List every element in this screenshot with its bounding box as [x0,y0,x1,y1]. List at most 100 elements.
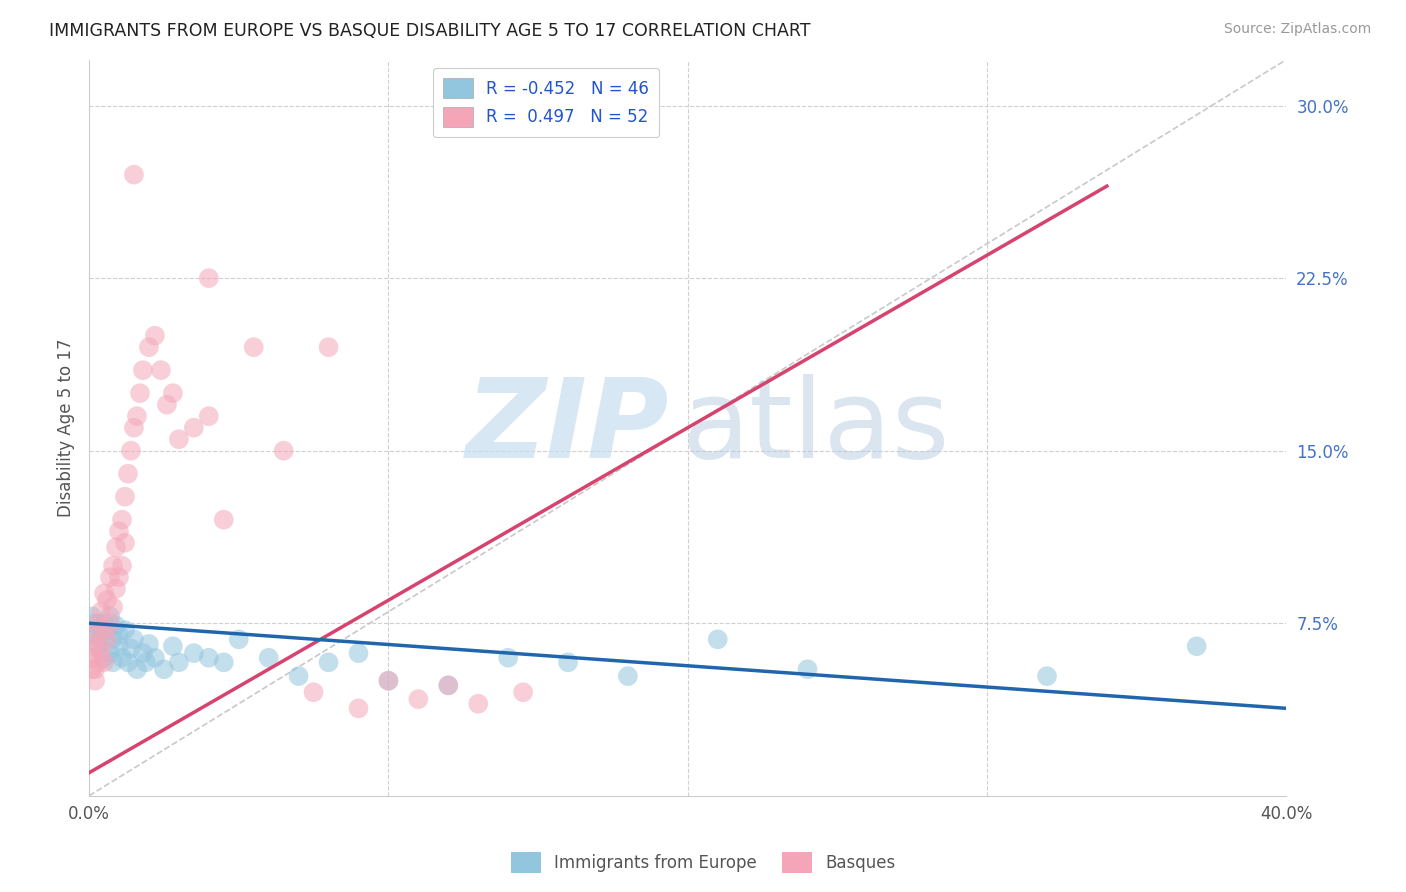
Point [143,650,166,665]
Point [167,656,190,670]
Point [84,628,107,642]
Point [114,490,136,504]
Point [80,639,103,653]
Point [111,650,134,665]
Point [105,541,128,555]
Point [122,168,145,182]
Point [101,656,124,670]
Point [84,662,107,676]
Point [512,685,534,699]
Point [156,398,179,412]
Point [408,692,430,706]
Point [117,656,139,670]
Point [96,623,118,637]
Point [125,662,148,676]
Point [90,646,112,660]
Point [557,656,579,670]
Point [98,609,121,624]
Point [377,673,399,688]
Point [87,616,110,631]
Text: atlas: atlas [682,374,950,481]
Point [496,650,519,665]
Point [114,623,136,637]
Point [90,605,112,619]
Point [87,639,110,653]
Point [96,593,118,607]
Point [796,662,818,676]
Point [93,623,115,637]
Point [93,586,115,600]
Point [138,637,160,651]
Point [347,701,370,715]
Point [183,646,205,660]
Point [706,632,728,647]
Point [98,570,121,584]
Legend: R = -0.452   N = 46, R =  0.497   N = 52: R = -0.452 N = 46, R = 0.497 N = 52 [433,68,659,137]
Point [318,656,340,670]
Point [111,558,134,573]
Point [125,409,148,424]
Point [122,632,145,647]
Point [84,628,107,642]
Point [87,639,110,653]
Point [93,650,115,665]
Point [167,432,190,446]
Point [138,340,160,354]
Point [287,669,309,683]
Point [90,632,112,647]
Point [120,443,142,458]
Point [101,600,124,615]
Point [212,513,235,527]
Point [183,420,205,434]
Point [318,340,340,354]
Point [377,673,399,688]
Point [132,363,155,377]
Point [162,386,184,401]
Point [242,340,264,354]
Point [80,609,103,624]
Point [302,685,325,699]
Point [198,650,221,665]
Point [101,558,124,573]
Point [257,650,280,665]
Point [105,618,128,632]
Point [162,639,184,653]
Point [108,570,131,584]
Point [93,656,115,670]
Point [114,535,136,549]
Point [120,641,142,656]
Point [198,409,221,424]
Point [98,646,121,660]
Point [1036,669,1059,683]
Text: IMMIGRANTS FROM EUROPE VS BASQUE DISABILITY AGE 5 TO 17 CORRELATION CHART: IMMIGRANTS FROM EUROPE VS BASQUE DISABIL… [49,22,811,40]
Point [153,662,176,676]
Point [80,662,103,676]
Point [143,328,166,343]
Point [105,582,128,596]
Point [437,678,460,692]
Point [98,616,121,631]
Point [129,386,152,401]
Point [135,656,157,670]
Point [273,443,295,458]
Point [101,632,124,647]
Point [437,678,460,692]
Point [212,656,235,670]
Point [108,628,131,642]
Point [122,420,145,434]
Point [84,616,107,631]
Point [117,467,139,481]
Point [108,524,131,539]
Legend: Immigrants from Europe, Basques: Immigrants from Europe, Basques [503,846,903,880]
Point [228,632,250,647]
Point [80,650,103,665]
Text: Source: ZipAtlas.com: Source: ZipAtlas.com [1223,22,1371,37]
Point [84,673,107,688]
Point [198,271,221,285]
Point [617,669,640,683]
Point [467,697,489,711]
Point [87,656,110,670]
Point [93,616,115,631]
Point [111,513,134,527]
Point [1185,639,1208,653]
